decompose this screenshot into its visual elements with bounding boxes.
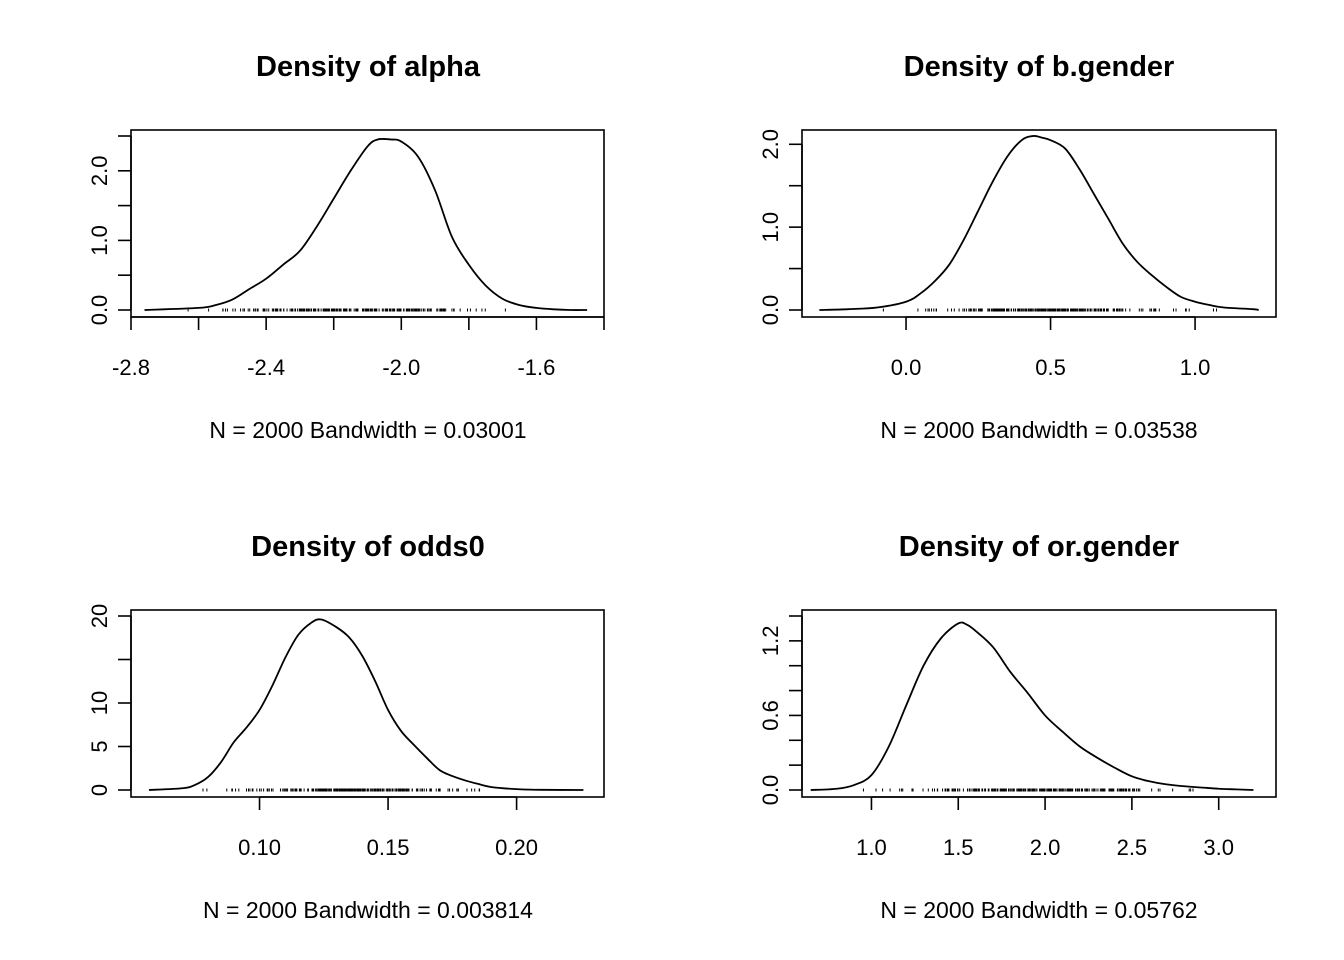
density-line bbox=[144, 137, 588, 311]
x-tick-label: 1.5 bbox=[943, 835, 974, 860]
y-axis: 0 5 10 20 bbox=[87, 604, 132, 796]
x-axis-label: N = 2000 Bandwidth = 0.03538 bbox=[880, 417, 1197, 443]
density-line bbox=[819, 135, 1259, 311]
rug-marks bbox=[882, 308, 1218, 312]
rug-marks bbox=[862, 788, 1194, 792]
y-tick-label: 2.0 bbox=[758, 129, 783, 160]
y-axis: 0.0 1.0 2.0 bbox=[758, 129, 803, 326]
x-axis: 0.0 0.5 1.0 bbox=[891, 316, 1211, 380]
density-panel-1: Density of alpha -2.8 -2.4 -2.0 -1.6 0.0 1.0 2.… bbox=[87, 51, 605, 443]
x-tick-label: 0.15 bbox=[367, 835, 410, 860]
x-tick-label: 0.0 bbox=[891, 355, 922, 380]
plot-frame bbox=[130, 129, 605, 318]
x-tick-label: 1.0 bbox=[1180, 355, 1211, 380]
x-tick-label: -1.6 bbox=[517, 355, 555, 380]
y-tick-label: 0.0 bbox=[758, 295, 783, 326]
plot-frame bbox=[801, 609, 1277, 798]
panel-title: Density of or.gender bbox=[899, 531, 1179, 563]
panel-title: Density of alpha bbox=[256, 51, 481, 83]
x-axis: -2.8 -2.4 -2.0 -1.6 bbox=[112, 316, 605, 380]
x-tick-label: -2.4 bbox=[247, 355, 285, 380]
y-tick-label: 5 bbox=[87, 740, 112, 752]
y-tick-label: 0.0 bbox=[758, 775, 783, 806]
x-tick-label: 0.20 bbox=[495, 835, 538, 860]
x-axis: 1.0 1.5 2.0 2.5 3.0 bbox=[856, 796, 1234, 860]
y-tick-label: 2.0 bbox=[87, 156, 112, 187]
x-axis-label: N = 2000 Bandwidth = 0.05762 bbox=[880, 897, 1197, 923]
x-tick-label: 3.0 bbox=[1203, 835, 1234, 860]
y-tick-label: 0.0 bbox=[87, 295, 112, 326]
x-tick-label: 2.5 bbox=[1117, 835, 1148, 860]
x-tick-label: 2.0 bbox=[1030, 835, 1061, 860]
x-tick-label: 0.5 bbox=[1035, 355, 1066, 380]
rug-marks bbox=[187, 308, 506, 312]
y-tick-label: 20 bbox=[87, 604, 112, 628]
panel-title: Density of odds0 bbox=[251, 531, 485, 563]
x-tick-label: 1.0 bbox=[856, 835, 887, 860]
x-tick-label: -2.0 bbox=[382, 355, 420, 380]
y-tick-label: 1.0 bbox=[758, 212, 783, 243]
y-axis: 0.0 0.6 1.2 bbox=[758, 615, 803, 806]
density-panel-3: Density of odds0 0.10 0.15 0.20 0 5 10 20 N = 20… bbox=[87, 531, 605, 923]
density-line bbox=[148, 618, 584, 791]
plot-frame bbox=[130, 609, 605, 798]
y-tick-label: 1.2 bbox=[758, 626, 783, 657]
x-axis-label: N = 2000 Bandwidth = 0.003814 bbox=[203, 897, 533, 923]
x-tick-label: 0.10 bbox=[238, 835, 281, 860]
y-tick-label: 1.0 bbox=[87, 225, 112, 256]
x-axis: 0.10 0.15 0.20 bbox=[238, 796, 538, 860]
density-line bbox=[810, 621, 1254, 791]
y-axis: 0.0 1.0 2.0 bbox=[87, 135, 132, 326]
density-panel-2: Density of b.gender 0.0 0.5 1.0 0.0 1.0 2.0 N =… bbox=[758, 51, 1277, 443]
plot-frame bbox=[801, 129, 1277, 318]
y-tick-label: 10 bbox=[87, 691, 112, 715]
x-axis-label: N = 2000 Bandwidth = 0.03001 bbox=[209, 417, 526, 443]
x-tick-label: -2.8 bbox=[112, 355, 150, 380]
y-tick-label: 0.6 bbox=[758, 700, 783, 731]
y-tick-label: 0 bbox=[87, 784, 112, 796]
rug-marks bbox=[202, 788, 481, 792]
panel-title: Density of b.gender bbox=[904, 51, 1175, 83]
